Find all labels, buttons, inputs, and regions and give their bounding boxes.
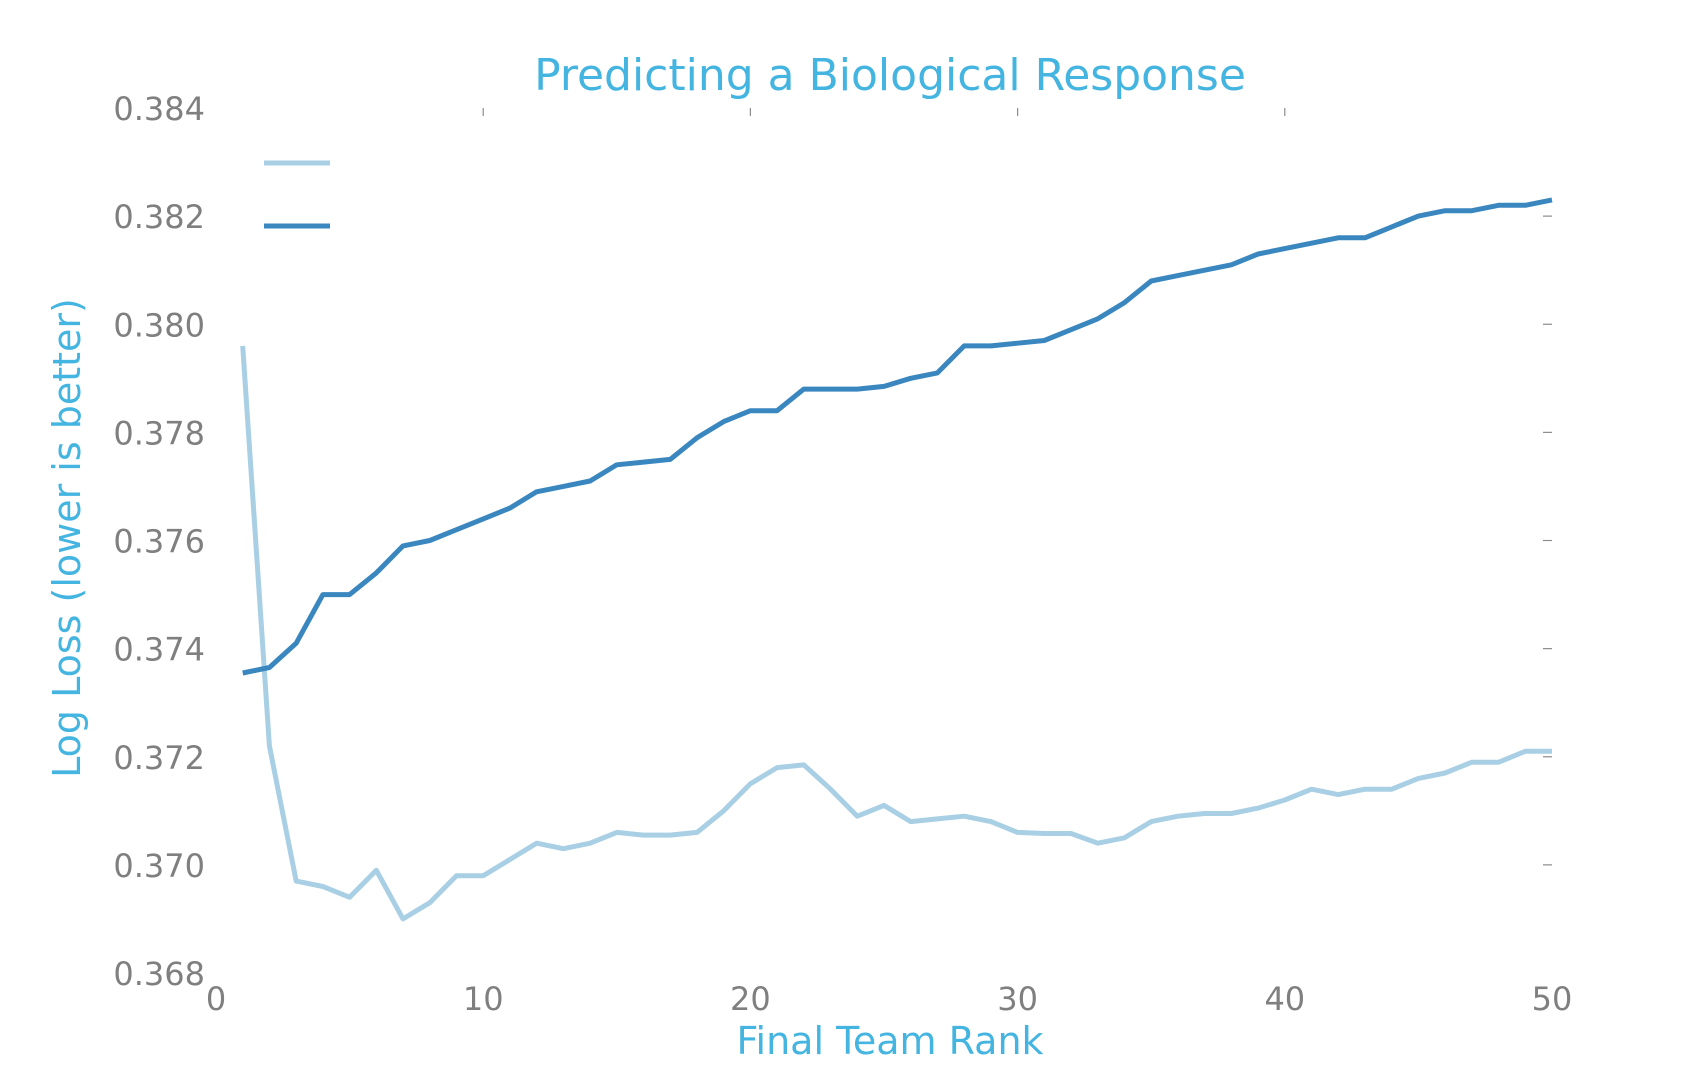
y-axis-label: Log Loss (lower is better) xyxy=(45,298,89,778)
y-tick-label: 0.374 xyxy=(113,631,205,669)
y-tick-label: 0.378 xyxy=(113,414,205,452)
y-tick-label: 0.370 xyxy=(113,847,205,885)
y-tick-label: 0.376 xyxy=(113,523,205,561)
axis-ticks xyxy=(482,108,1552,866)
x-axis-label: Final Team Rank xyxy=(736,1019,1043,1063)
tick-labels: 0 10 20 30 40 50 0.368 0.370 0.372 0.374 0.376 0.37… xyxy=(113,90,1572,1018)
x-tick-label: 20 xyxy=(730,980,771,1018)
x-tick-label: 10 xyxy=(463,980,504,1018)
x-tick-label: 40 xyxy=(1264,980,1305,1018)
y-tick-label: 0.384 xyxy=(113,90,205,128)
y-tick-label: 0.382 xyxy=(113,198,205,236)
chart-title: Predicting a Biological Response xyxy=(534,50,1246,101)
series-lines xyxy=(240,197,1553,922)
y-tick-label: 0.380 xyxy=(113,306,205,344)
x-tick-label: 0 xyxy=(206,980,226,1018)
series-line-2 xyxy=(242,197,1553,676)
series-line-1 xyxy=(240,345,1552,922)
y-tick-label: 0.368 xyxy=(113,955,205,993)
legend xyxy=(264,160,330,229)
x-tick-label: 50 xyxy=(1532,980,1573,1018)
x-tick-label: 30 xyxy=(997,980,1038,1018)
y-tick-label: 0.372 xyxy=(113,739,205,777)
